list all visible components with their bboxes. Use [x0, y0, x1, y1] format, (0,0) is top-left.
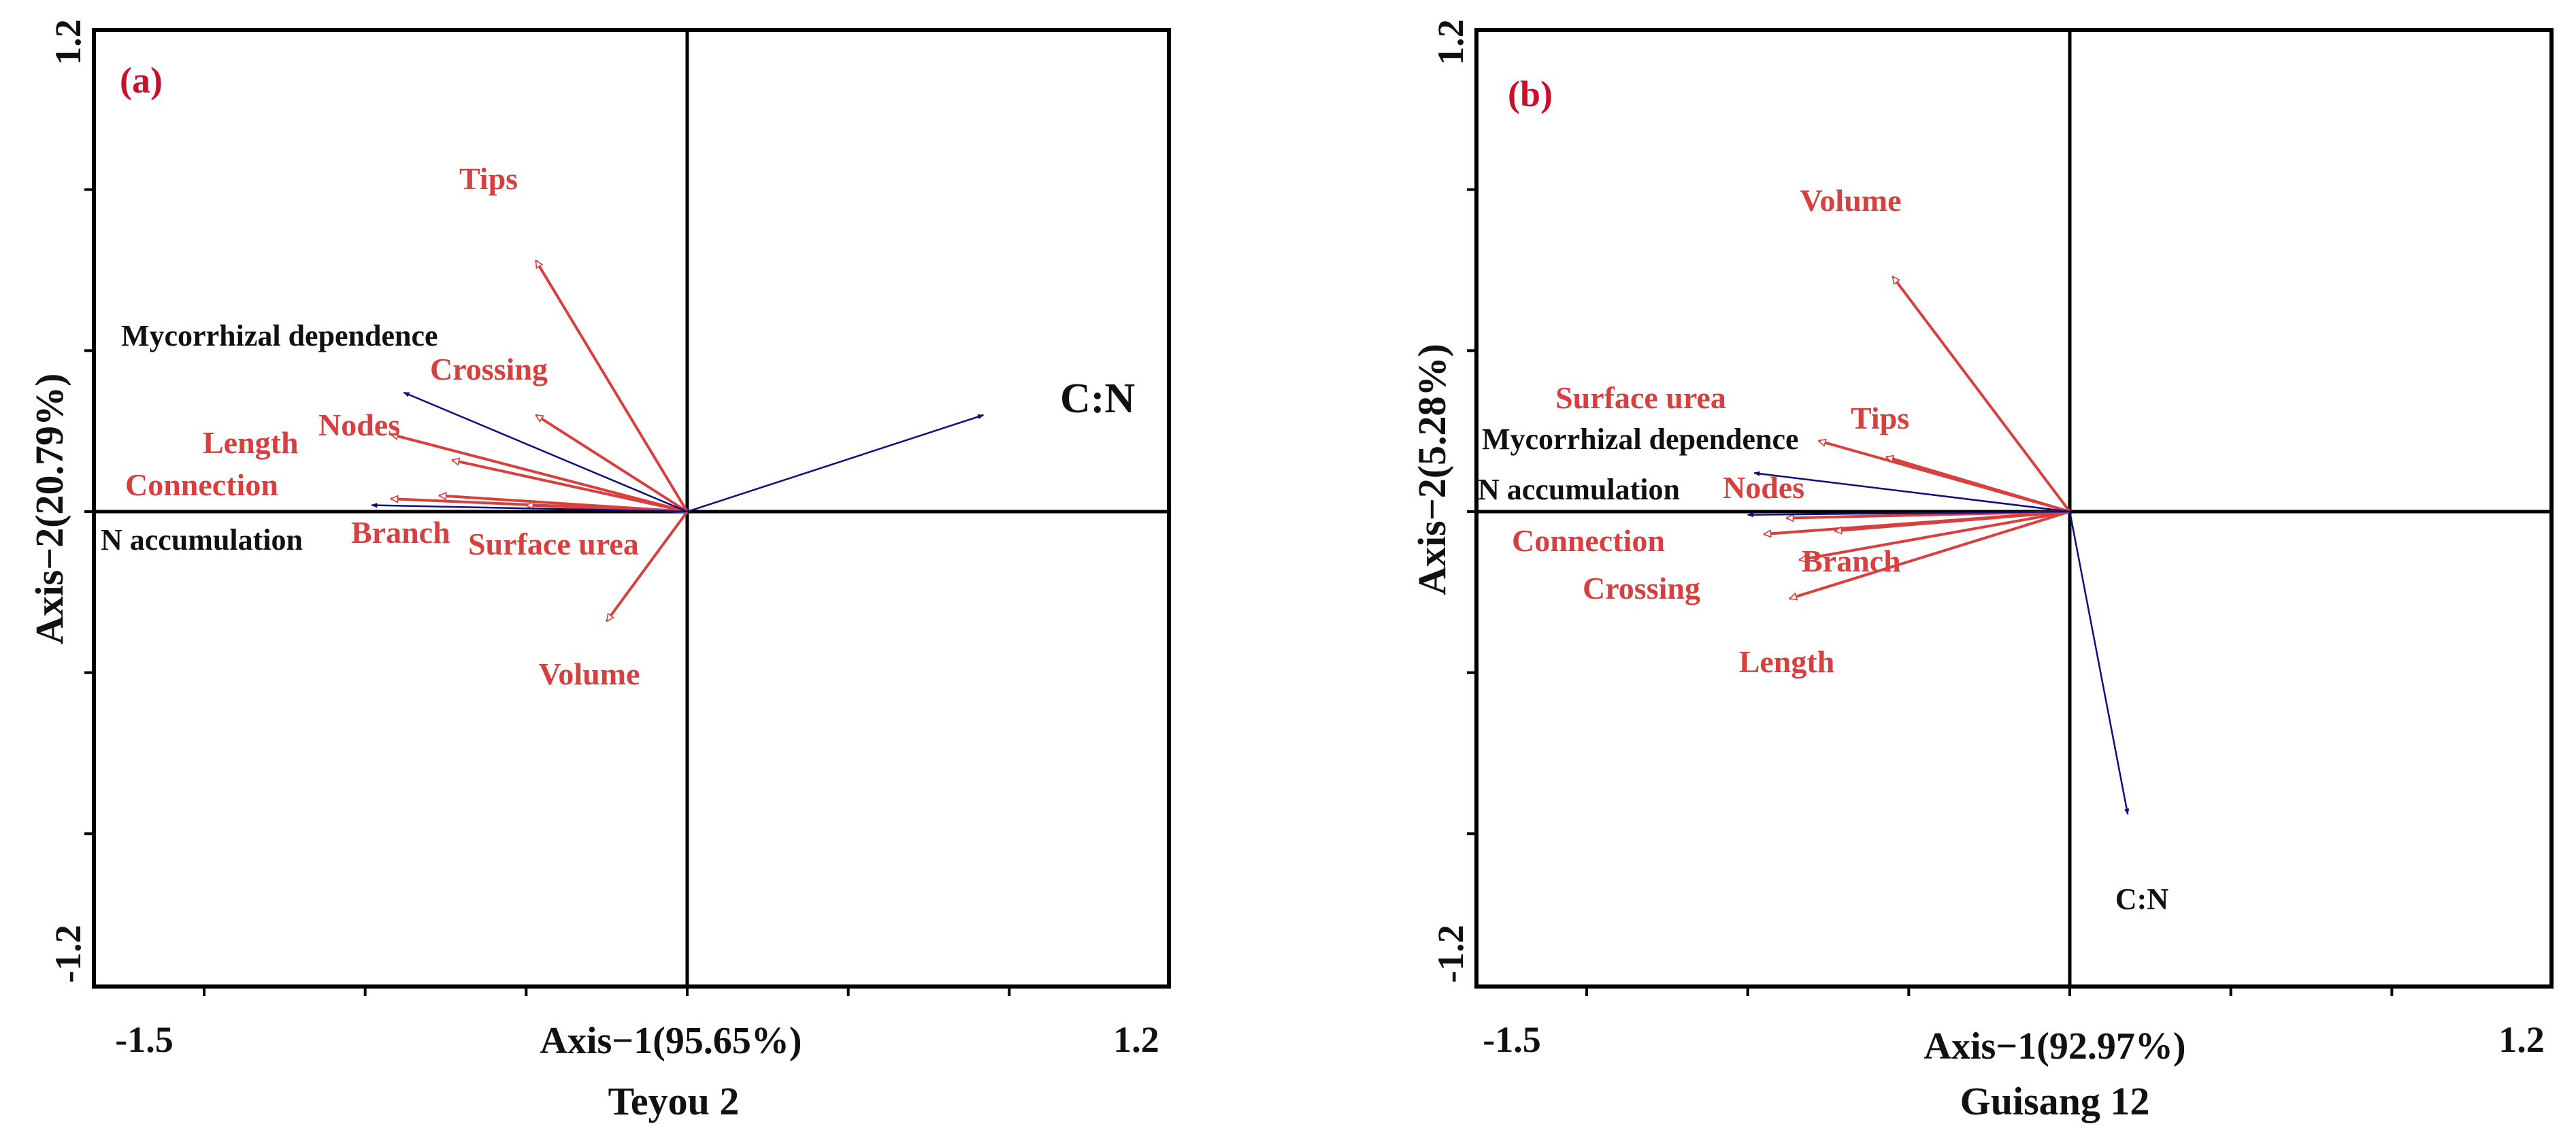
panel-title: Teyou 2: [608, 1079, 740, 1123]
arrow-label-length: Length: [1739, 644, 1835, 679]
y-tick-label-bottom: -1.2: [48, 925, 88, 982]
plot-frame: [1474, 28, 2554, 989]
arrow-labels: Volume Surface urea Tips Nodes Connectio…: [1478, 183, 2168, 916]
arrow-label-cn: C:N: [2115, 882, 2168, 916]
x-tick-label-left: -1.5: [115, 1019, 173, 1060]
arrow-labels: Tips Crossing Nodes Length Connection Br…: [101, 161, 1135, 691]
arrow-label-mycorrhizal-dependence: Mycorrhizal dependence: [121, 319, 438, 352]
arrow-label-crossing: Crossing: [1583, 571, 1700, 606]
x-tick-label-right: 1.2: [2498, 1019, 2545, 1060]
zero-axes: [1476, 30, 2552, 987]
response-arrow-crossing: [536, 414, 689, 513]
x-axis-label: Axis−1(95.65%): [540, 1020, 802, 1062]
y-axis-label: Axis−2(5.28%): [1410, 344, 1454, 595]
y-tick-label-bottom: -1.2: [1430, 925, 1471, 982]
biplot-arrows: [371, 261, 985, 621]
arrow-label-crossing: Crossing: [430, 352, 548, 386]
panel-b: Volume Surface urea Tips Nodes Connectio…: [1410, 19, 2554, 1123]
response-arrow-tips: [534, 261, 689, 513]
arrow-label-tips: Tips: [459, 161, 518, 196]
response-arrow-volume: [1892, 276, 2071, 513]
arrow-label-volume: Volume: [538, 657, 640, 691]
arrow-label-nodes: Nodes: [318, 408, 400, 442]
axis-ticks: [84, 188, 1011, 996]
x-tick-label-left: -1.5: [1483, 1019, 1540, 1060]
response-arrow-crossing: [1799, 510, 2070, 560]
explanatory-arrow-c-n: [687, 414, 985, 513]
explanatory-arrow-n-accumulation: [371, 502, 688, 513]
arrow-label-cn: C:N: [1060, 376, 1135, 422]
arrow-label-n-accumulation: N accumulation: [101, 523, 303, 557]
zero-axes: [94, 30, 1169, 987]
explanatory-arrow-mycorrhizal-dependence: [1753, 471, 2070, 513]
plot-frame: [92, 28, 1171, 989]
x-tick-label-right: 1.2: [1113, 1019, 1159, 1060]
response-arrow-tips: [1886, 457, 2070, 513]
arrow-label-tips: Tips: [1851, 401, 1909, 435]
y-tick-label-top: 1.2: [1430, 19, 1471, 65]
arrow-label-connection: Connection: [1512, 523, 1665, 558]
arrow-label-length: Length: [203, 425, 299, 460]
explanatory-arrow-n-accumulation: [1747, 510, 2070, 518]
x-axis-label: Axis−1(92.97%): [1924, 1025, 2186, 1067]
panel-tag: (b): [1508, 73, 1553, 114]
arrow-label-surface-urea: Surface urea: [468, 527, 639, 561]
arrow-label-nodes: Nodes: [1723, 470, 1804, 505]
arrow-label-connection: Connection: [125, 467, 278, 502]
response-arrow-volume: [606, 510, 689, 621]
biplot-arrows: [1747, 276, 2130, 815]
response-arrow-branch: [1834, 510, 2070, 531]
panel-tag: (a): [120, 60, 163, 101]
arrow-label-surface-urea: Surface urea: [1555, 380, 1726, 415]
arrow-label-n-accumulation: N accumulation: [1478, 473, 1680, 506]
y-tick-label-top: 1.2: [48, 19, 88, 65]
y-axis-label: Axis−2(20.79%): [27, 374, 71, 645]
arrow-label-volume: Volume: [1800, 183, 1901, 218]
arrow-label-mycorrhizal-dependence: Mycorrhizal dependence: [1482, 423, 1799, 456]
axis-ticks: [1467, 188, 2394, 996]
arrow-label-branch: Branch: [1802, 544, 1901, 578]
explanatory-arrow-mycorrhizal-dependence: [403, 391, 688, 513]
panel-a: Tips Crossing Nodes Length Connection Br…: [27, 19, 1171, 1123]
response-arrow-length: [391, 434, 688, 513]
response-arrow-nodes: [452, 460, 688, 513]
arrow-label-branch: Branch: [351, 515, 450, 550]
panel-title: Guisang 12: [1960, 1079, 2150, 1123]
response-arrow-length: [1789, 510, 2070, 599]
explanatory-arrow-c-n: [2068, 511, 2130, 815]
